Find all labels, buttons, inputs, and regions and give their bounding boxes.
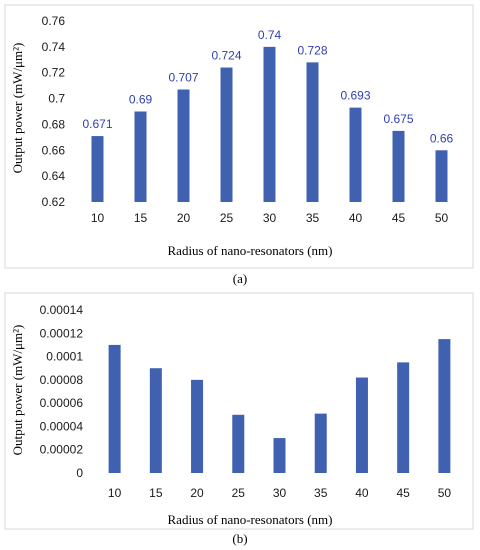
chart-b-bar	[149, 368, 162, 473]
chart-a-data-label: 0.693	[340, 89, 370, 103]
chart-a-y-tick-label: 0.62	[42, 195, 66, 209]
chart-b-x-tick-label: 15	[149, 486, 163, 500]
chart-a-bar	[91, 136, 104, 202]
chart-a-y-tick-label: 0.64	[42, 169, 66, 183]
chart-b-y-tick-label: 0.00014	[40, 303, 84, 317]
chart-b-bar	[355, 377, 368, 473]
chart-a-y-axis-title: Output power (mW/μm²)	[10, 43, 25, 174]
chart-b-y-tick-label: 0.0001	[46, 350, 83, 364]
chart-a-bar	[220, 67, 233, 203]
chart-a-data-label: 0.671	[82, 117, 112, 131]
chart-a-data-label: 0.707	[168, 71, 198, 85]
chart-a-y-tick-label: 0.74	[42, 40, 66, 54]
chart-a-bar	[306, 62, 319, 202]
chart-a-data-labels: 0.671 0.69 0.707 0.724 0.74 0.728 0.693 0.675 0.…	[82, 28, 453, 145]
chart-a-x-tick-label: 25	[220, 211, 234, 225]
chart-b-bars	[108, 339, 451, 473]
chart-b-x-tick-label: 25	[232, 486, 246, 500]
chart-b-bar	[191, 379, 204, 473]
chart-b-bar	[108, 344, 121, 473]
chart-a-x-tick-label: 30	[263, 211, 277, 225]
chart-b-x-ticks: 10 15 20 25 30 35 40 45 50	[108, 486, 451, 500]
chart-a-x-tick-label: 15	[134, 211, 148, 225]
chart-a-x-tick-label: 45	[392, 211, 406, 225]
chart-a-bar	[177, 89, 190, 202]
chart-a-bar	[349, 107, 362, 202]
chart-b-caption: (b)	[232, 531, 247, 546]
chart-b-y-ticks: 0 0.00002 0.00004 0.00006 0.00008 0.0001 0.000…	[40, 303, 84, 480]
chart-b-x-tick-label: 35	[314, 486, 328, 500]
chart-b-bar	[438, 339, 451, 473]
chart-b-bar	[397, 362, 410, 473]
chart-a-x-ticks: 10 15 20 25 30 35 40 45 50	[91, 211, 449, 225]
chart-a-y-tick-label: 0.66	[42, 143, 66, 157]
chart-b-bar	[232, 414, 245, 473]
chart-a-data-label: 0.724	[211, 49, 241, 63]
chart-a-x-tick-label: 20	[177, 211, 191, 225]
chart-b-y-tick-label: 0.00012	[40, 326, 84, 340]
chart-b-y-tick-label: 0	[76, 466, 83, 480]
chart-b-x-tick-label: 45	[396, 486, 410, 500]
chart-a-x-tick-label: 10	[91, 211, 105, 225]
chart-b-x-tick-label: 50	[438, 486, 452, 500]
chart-b-x-axis-title: Radius of nano-resonators (nm)	[168, 512, 333, 527]
chart-a-y-ticks: 0.62 0.64 0.66 0.68 0.7 0.72 0.74 0.76	[42, 14, 66, 209]
chart-a-bar	[134, 111, 147, 202]
chart-a-data-label: 0.66	[430, 131, 454, 145]
chart-a-x-tick-label: 40	[349, 211, 363, 225]
chart-b-y-tick-label: 0.00008	[40, 373, 84, 387]
chart-b-y-tick-label: 0.00004	[40, 419, 84, 433]
chart-a-bar	[435, 150, 448, 202]
chart-b-y-tick-label: 0.00002	[40, 443, 84, 457]
chart-a-data-label: 0.69	[129, 93, 153, 107]
chart-b-bar	[273, 438, 286, 473]
chart-b-y-axis-title: Output power (mW/μm²)	[10, 325, 25, 456]
chart-a-y-tick-label: 0.68	[42, 117, 66, 131]
chart-a-y-tick-label: 0.72	[42, 66, 66, 80]
chart-a-bar	[392, 130, 405, 202]
chart-a-data-label: 0.675	[383, 112, 413, 126]
chart-b-y-tick-label: 0.00006	[40, 396, 84, 410]
chart-a-data-label: 0.74	[258, 28, 282, 42]
chart-a-y-tick-label: 0.76	[42, 14, 66, 28]
chart-a-bar	[263, 46, 276, 202]
chart-b-frame	[4, 292, 474, 530]
chart-a-bars	[91, 46, 448, 203]
chart-b-x-tick-label: 30	[273, 486, 287, 500]
chart-a-data-label: 0.728	[297, 43, 327, 57]
chart-a-x-tick-label: 35	[306, 211, 320, 225]
chart-b-bar	[314, 413, 327, 473]
chart-a-x-axis-title: Radius of nano-resonators (nm)	[168, 243, 333, 258]
chart-a-caption: (a)	[233, 271, 247, 286]
chart-b-x-tick-label: 10	[108, 486, 122, 500]
chart-a-y-tick-label: 0.7	[48, 92, 65, 106]
chart-b-x-tick-label: 40	[355, 486, 369, 500]
chart-b-x-tick-label: 20	[190, 486, 204, 500]
chart-a-x-tick-label: 50	[435, 211, 449, 225]
